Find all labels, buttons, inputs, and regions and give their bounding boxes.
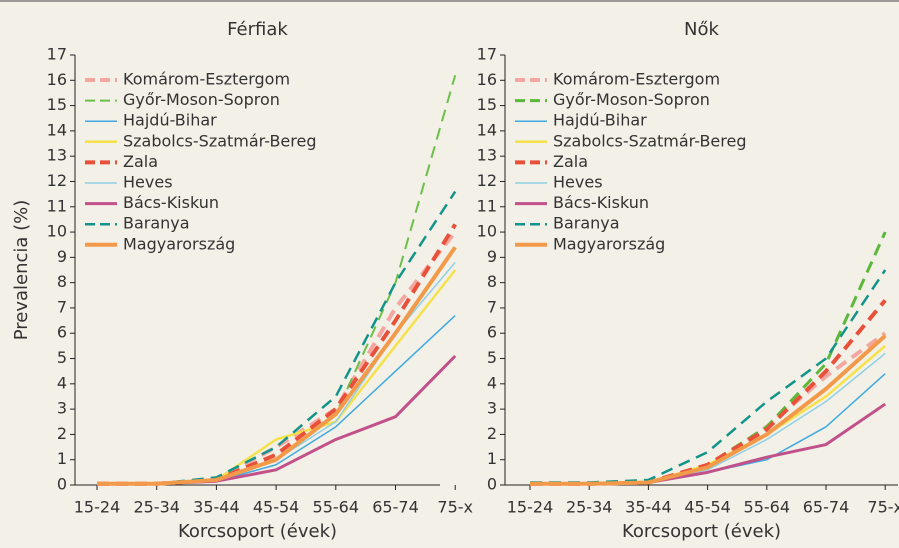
- x-tick-label: 35-44: [193, 498, 240, 517]
- y-tick-label: 7: [487, 297, 497, 316]
- legend-label: Bács-Kiskun: [123, 193, 219, 212]
- y-tick-label: 10: [47, 222, 67, 241]
- y-tick-label: 2: [57, 424, 67, 443]
- y-tick-label: 0: [57, 475, 67, 494]
- y-tick-label: 3: [487, 399, 497, 418]
- x-tick-label: 25-34: [133, 498, 180, 517]
- y-tick-label: 14: [47, 120, 67, 139]
- x-tick-label: 65-74: [803, 498, 850, 517]
- y-tick-label: 11: [47, 196, 67, 215]
- y-tick-label: 13: [47, 146, 67, 165]
- y-tick-label: 15: [477, 95, 497, 114]
- y-tick-label: 11: [477, 196, 497, 215]
- y-tick-label: 10: [477, 222, 497, 241]
- y-tick-label: 1: [487, 449, 497, 468]
- x-tick-label: 65-74: [372, 498, 419, 517]
- x-tick-label: 35-44: [625, 498, 672, 517]
- y-tick-label: 16: [477, 70, 497, 89]
- series-line: [530, 334, 887, 486]
- x-tick-label: 75-x: [437, 498, 473, 517]
- x-axis-label: Korcsoport (évek): [178, 521, 337, 542]
- y-tick-label: 3: [57, 399, 67, 418]
- x-tick-label: 15-24: [507, 498, 554, 517]
- y-tick-label: 4: [487, 373, 497, 392]
- y-tick-label: 1: [57, 449, 67, 468]
- legend-label: Zala: [123, 152, 158, 171]
- y-tick-label: 0: [487, 475, 497, 494]
- x-tick-label: 15-24: [74, 498, 121, 517]
- y-axis-label: Prevalencia (%): [11, 200, 32, 341]
- legend-label: Bács-Kiskun: [553, 193, 649, 212]
- legend-label: Magyarország: [123, 234, 235, 253]
- legend-label: Zala: [553, 152, 588, 171]
- x-tick-label: 75-x: [867, 498, 899, 517]
- y-tick-label: 6: [57, 323, 67, 342]
- x-tick-label: 25-34: [566, 498, 613, 517]
- x-axis-label: Korcsoport (évek): [622, 521, 781, 542]
- legend-label: Baranya: [123, 214, 190, 233]
- y-tick-label: 17: [477, 45, 497, 64]
- y-tick-label: 5: [487, 348, 497, 367]
- y-tick-label: 7: [57, 297, 67, 316]
- y-tick-label: 2: [487, 424, 497, 443]
- y-tick-label: 13: [477, 146, 497, 165]
- y-tick-label: 12: [47, 171, 67, 190]
- y-tick-label: 12: [477, 171, 497, 190]
- legend-label: Győr-Moson-Sopron: [553, 90, 710, 109]
- chart-title: Nők: [684, 19, 719, 40]
- legend-label: Magyarország: [553, 234, 665, 253]
- y-tick-label: 9: [487, 247, 497, 266]
- chart-title: Férfiak: [227, 19, 288, 40]
- legend-label: Heves: [123, 173, 173, 192]
- x-tick-label: 55-64: [313, 498, 360, 517]
- y-tick-label: 9: [57, 247, 67, 266]
- legend-label: Szabolcs-Szatmár-Bereg: [553, 131, 746, 150]
- y-tick-label: 17: [47, 45, 67, 64]
- y-tick-label: 5: [57, 348, 67, 367]
- legend-label: Komárom-Esztergom: [123, 70, 290, 89]
- y-tick-label: 6: [487, 323, 497, 342]
- x-tick-label: 45-54: [684, 498, 731, 517]
- legend-label: Hajdú-Bihar: [553, 111, 647, 130]
- legend-label: Baranya: [553, 214, 620, 233]
- legend-label: Szabolcs-Szatmár-Bereg: [123, 131, 316, 150]
- y-tick-label: 8: [487, 272, 497, 291]
- y-tick-label: 14: [477, 120, 497, 139]
- x-tick-label: 55-64: [744, 498, 791, 517]
- legend-label: Hajdú-Bihar: [123, 111, 217, 130]
- y-tick-label: 16: [47, 70, 67, 89]
- x-tick-label: 45-54: [253, 498, 300, 517]
- legend-label: Győr-Moson-Sopron: [123, 90, 280, 109]
- y-tick-label: 4: [57, 373, 67, 392]
- y-tick-label: 8: [57, 272, 67, 291]
- legend-label: Komárom-Esztergom: [553, 70, 720, 89]
- y-tick-label: 15: [47, 95, 67, 114]
- legend-label: Heves: [553, 173, 603, 192]
- series-line: [97, 246, 457, 486]
